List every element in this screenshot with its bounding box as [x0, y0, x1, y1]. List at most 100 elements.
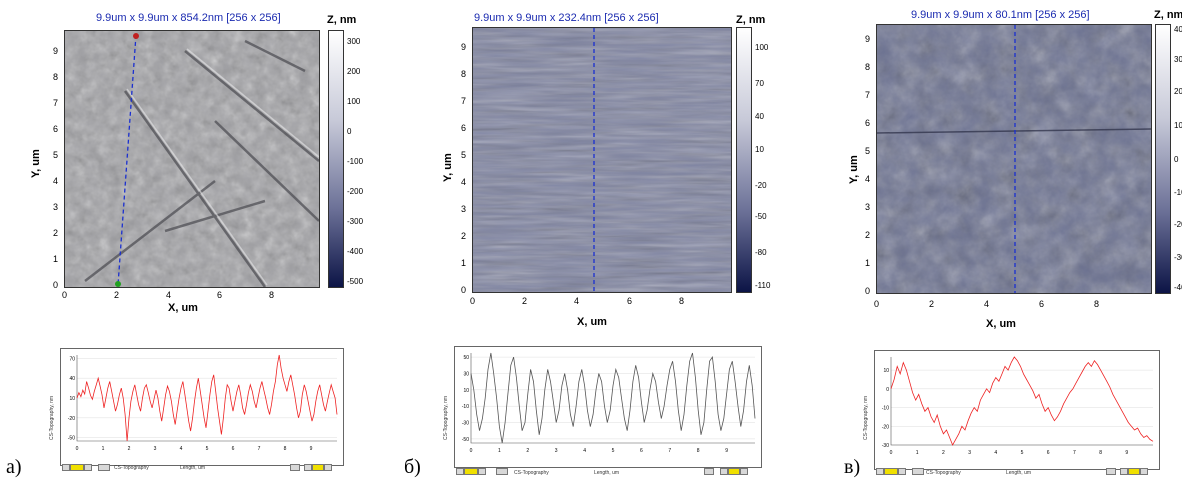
nav-button[interactable]	[312, 464, 324, 471]
profile-y-label: CS-Topography, nm	[49, 395, 55, 440]
y-axis-label: Y, um	[442, 153, 454, 182]
x-axis-label: X, um	[577, 316, 607, 328]
profile-y-tick: -30	[462, 421, 469, 427]
colorbar-tick: 100	[347, 97, 361, 106]
nav-button[interactable]	[456, 468, 464, 475]
nav-button[interactable]	[884, 468, 898, 475]
x-axis-label: X, um	[168, 302, 198, 314]
profile-y-tick: -10	[462, 404, 469, 410]
panel-b: 9.9um x 9.9um x 232.4nm [256 x 256] Z, n…	[394, 0, 788, 481]
afm-image	[877, 25, 1151, 293]
nav-button[interactable]	[98, 464, 110, 471]
colorbar	[328, 30, 344, 288]
scan-title: 9.9um x 9.9um x 854.2nm [256 x 256]	[96, 12, 281, 24]
nav-button[interactable]	[1128, 468, 1140, 475]
profile-plot: 70 40 10 -20 -50 0 1 2 3 4 5 6 7 8 9	[60, 348, 344, 466]
nav-button[interactable]	[464, 468, 478, 475]
y-tick: 6	[52, 124, 58, 134]
x-axis-label: X, um	[986, 318, 1016, 330]
profile-y-tick: 0	[886, 387, 889, 393]
y-tick: 3	[460, 204, 466, 214]
profile-y-tick: 10	[69, 396, 75, 402]
scan-title: 9.9um x 9.9um x 80.1nm [256 x 256]	[911, 9, 1090, 21]
x-tick: 2	[522, 296, 528, 306]
profile-y-tick: -30	[882, 443, 889, 449]
profile-y-tick: -20	[68, 416, 75, 422]
nav-button[interactable]	[1106, 468, 1116, 475]
nav-button[interactable]	[84, 464, 92, 471]
nav-button[interactable]	[898, 468, 906, 475]
y-tick: 2	[460, 231, 466, 241]
y-tick: 3	[52, 202, 58, 212]
nav-button[interactable]	[720, 468, 728, 475]
y-tick: 5	[864, 146, 870, 156]
x-tick: 4	[984, 299, 990, 309]
colorbar-tick: 300	[347, 37, 361, 46]
nav-button[interactable]	[496, 468, 508, 475]
nav-button[interactable]	[728, 468, 740, 475]
profile-x-tick: 9	[725, 448, 728, 454]
nav-button[interactable]	[876, 468, 884, 475]
nav-button[interactable]	[912, 468, 924, 475]
colorbar-tick: -110	[755, 281, 771, 290]
y-tick: 0	[460, 285, 466, 295]
profile-svg: 50 30 10 -10 -30 -500 1 2 3 4 5 6 7 8 9	[462, 352, 756, 454]
afm-topography-map	[64, 30, 320, 288]
y-axis-label: Y, um	[848, 155, 860, 184]
y-tick: 7	[52, 98, 58, 108]
profile-x-tick: 9	[310, 446, 313, 452]
profile-x-tick: 8	[284, 446, 287, 452]
profile-plot: 50 30 10 -10 -30 -50 0 1 2 3 4 5 6 7 8 9	[454, 346, 762, 468]
profile-x-tick: 4	[583, 448, 586, 454]
profile-legend: CS-Topography	[514, 470, 549, 476]
profile-y-tick: 30	[463, 371, 469, 377]
profile-svg: 100-10-20-300 1 2 3 4 5 6 7 8 9	[882, 356, 1154, 456]
panel-label: б)	[404, 456, 421, 478]
profile-y-tick: 10	[883, 368, 889, 374]
nav-button[interactable]	[740, 468, 748, 475]
nav-button[interactable]	[478, 468, 486, 475]
nav-button[interactable]	[324, 464, 332, 471]
x-tick: 4	[574, 296, 580, 306]
colorbar-tick: 200	[347, 67, 361, 76]
nav-button[interactable]	[62, 464, 70, 471]
y-tick: 2	[864, 230, 870, 240]
colorbar-tick: 40	[1174, 25, 1182, 34]
y-tick: 6	[864, 118, 870, 128]
profile-x-tick: 6	[640, 448, 643, 454]
nav-button[interactable]	[290, 464, 300, 471]
profile-x-tick: 3	[555, 448, 558, 454]
nav-button[interactable]	[704, 468, 714, 475]
colorbar-tick: 70	[755, 79, 764, 88]
profile-y-tick: 40	[69, 376, 75, 382]
profile-x-tick: 1	[498, 448, 501, 454]
nav-button[interactable]	[1140, 468, 1148, 475]
profile-series-line	[76, 354, 338, 442]
nav-button[interactable]	[1120, 468, 1128, 475]
profile-x-tick: 3	[968, 450, 971, 456]
nav-button[interactable]	[70, 464, 84, 471]
colorbar-tick: -200	[347, 187, 364, 196]
y-tick: 6	[460, 123, 466, 133]
profile-y-tick: -50	[462, 437, 469, 443]
y-tick: 5	[460, 150, 466, 160]
profile-axes	[890, 357, 1153, 446]
colorbar-tick: 10	[1174, 121, 1182, 130]
colorbar-tick: -40	[1174, 283, 1182, 292]
panel-c: 9.9um x 9.9um x 80.1nm [256 x 256] Z, nm…	[788, 0, 1182, 481]
y-tick: 5	[52, 150, 58, 160]
afm-topography-map	[472, 27, 732, 293]
profile-plot: 10 0 -10 -20 -30 0 1 2 3 4 5 6 7 8 9	[874, 350, 1160, 470]
colorbar-tick: 100	[755, 43, 769, 52]
profile-x-tick: 3	[154, 446, 157, 452]
profile-x-label: Length, um	[180, 465, 206, 471]
x-tick: 6	[217, 290, 223, 300]
colorbar-unit: Z, nm	[327, 14, 357, 26]
profile-x-tick: 0	[890, 450, 893, 456]
y-tick: 9	[52, 46, 58, 56]
profile-series-line	[890, 356, 1154, 446]
profile-x-tick: 2	[128, 446, 131, 452]
profile-y-tick: -50	[68, 436, 75, 442]
nav-button[interactable]	[304, 464, 312, 471]
colorbar-tick: 0	[347, 127, 352, 136]
